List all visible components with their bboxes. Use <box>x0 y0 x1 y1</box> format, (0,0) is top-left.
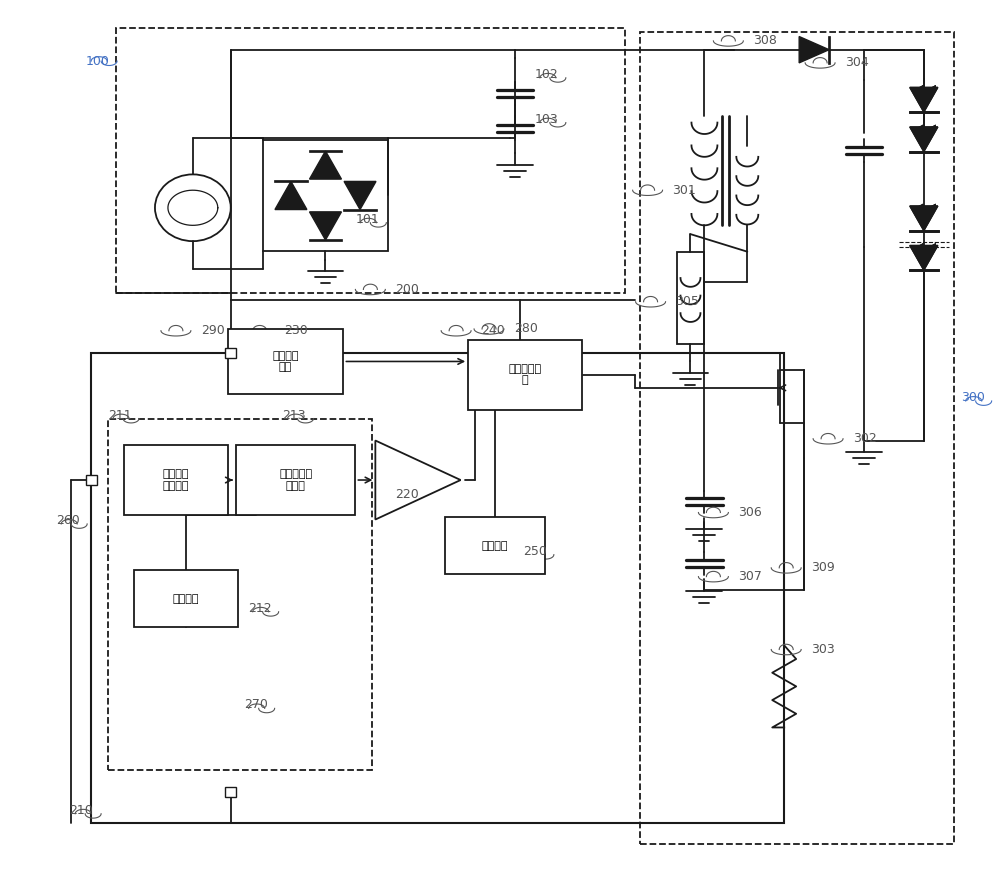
Polygon shape <box>375 440 461 520</box>
Text: 300: 300 <box>961 391 985 404</box>
Bar <box>468 339 582 410</box>
Text: 电流纹波控
制模块: 电流纹波控 制模块 <box>279 470 312 491</box>
Text: 302: 302 <box>853 433 877 445</box>
Text: 270: 270 <box>244 699 268 711</box>
Polygon shape <box>910 127 938 152</box>
Bar <box>228 329 343 395</box>
Text: 250: 250 <box>523 544 547 558</box>
Bar <box>236 445 355 515</box>
Text: 103: 103 <box>535 113 559 126</box>
Bar <box>677 252 704 344</box>
Text: 100: 100 <box>86 55 110 68</box>
Polygon shape <box>910 246 938 270</box>
Text: 301: 301 <box>673 184 696 196</box>
Polygon shape <box>799 36 829 63</box>
Bar <box>86 475 97 485</box>
Text: 308: 308 <box>753 34 777 48</box>
Polygon shape <box>910 127 938 152</box>
Text: 211: 211 <box>108 409 132 421</box>
Polygon shape <box>910 206 938 231</box>
Bar <box>134 570 238 627</box>
Text: 220: 220 <box>395 487 419 500</box>
Text: 307: 307 <box>738 570 762 583</box>
Polygon shape <box>910 87 938 112</box>
Text: 303: 303 <box>811 643 835 656</box>
Text: 212: 212 <box>248 602 271 615</box>
Polygon shape <box>910 87 938 112</box>
Polygon shape <box>275 181 307 210</box>
Text: 305: 305 <box>676 295 699 308</box>
Text: 基准模块: 基准模块 <box>173 594 199 603</box>
Text: 102: 102 <box>535 68 559 81</box>
Text: 213: 213 <box>283 409 306 421</box>
Text: 280: 280 <box>514 322 538 336</box>
Polygon shape <box>910 206 938 231</box>
Bar <box>640 32 954 845</box>
Bar <box>225 348 236 358</box>
Text: 306: 306 <box>738 506 762 519</box>
Polygon shape <box>310 151 341 179</box>
Text: 240: 240 <box>481 324 505 337</box>
Polygon shape <box>344 181 376 210</box>
Bar <box>91 352 784 823</box>
Text: 260: 260 <box>56 514 80 527</box>
Text: 210: 210 <box>69 803 93 817</box>
Text: 290: 290 <box>201 324 225 337</box>
Text: 输入电压
检测模块: 输入电压 检测模块 <box>163 470 189 491</box>
Bar <box>124 445 228 515</box>
Text: 304: 304 <box>845 56 869 70</box>
Polygon shape <box>910 246 938 270</box>
Bar <box>116 27 625 293</box>
Bar <box>445 517 545 574</box>
Text: 230: 230 <box>285 324 308 337</box>
Text: 保护模块: 保护模块 <box>482 541 508 551</box>
Polygon shape <box>310 211 341 240</box>
Bar <box>108 418 372 770</box>
Bar <box>225 787 236 796</box>
Text: 101: 101 <box>355 212 379 226</box>
Text: 309: 309 <box>811 561 835 574</box>
Text: 逻辑控制模
块: 逻辑控制模 块 <box>508 364 541 385</box>
Bar <box>263 140 388 251</box>
Text: 波谷检测
模块: 波谷检测 模块 <box>272 351 299 373</box>
Text: 200: 200 <box>395 283 419 296</box>
